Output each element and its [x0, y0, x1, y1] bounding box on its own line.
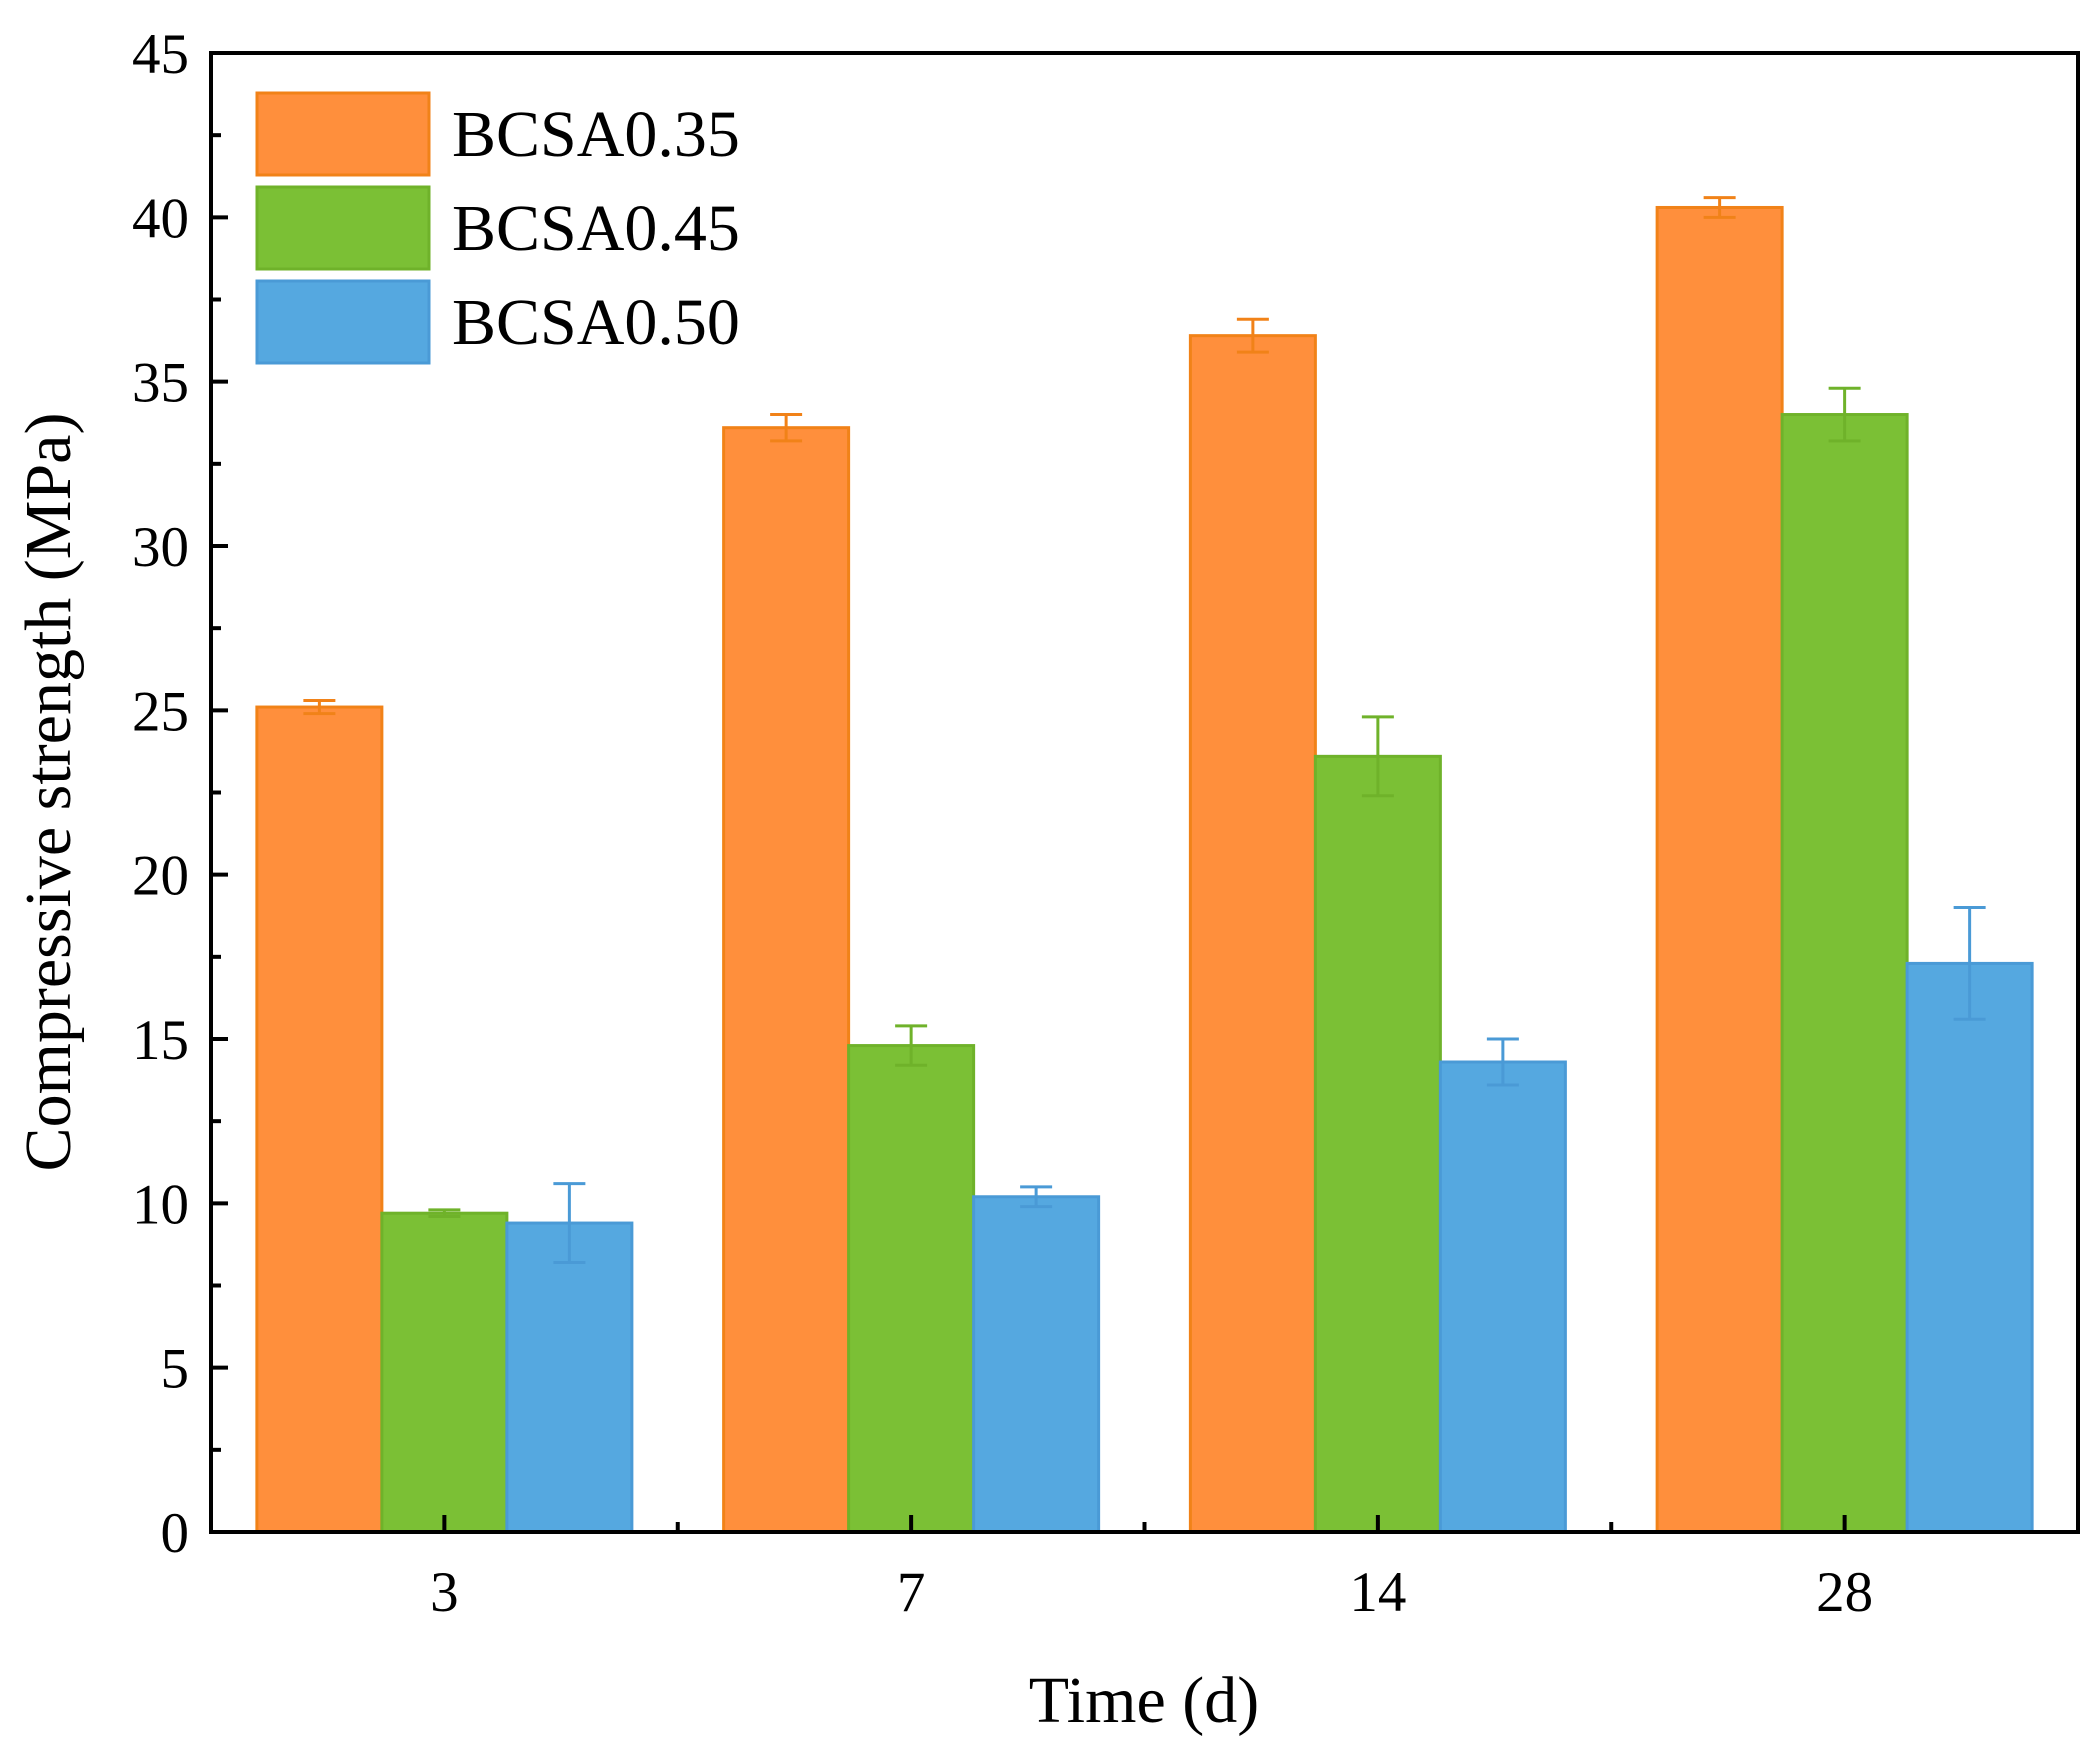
error-bar-bcsa0-35-day-14 — [1236, 317, 1269, 354]
error-bar-bcsa0-45-day-7 — [895, 1024, 928, 1067]
y-tick-label: 10 — [132, 1173, 189, 1236]
bar-bcsa0-45-day-3 — [380, 1211, 509, 1534]
legend-item-bcsa0-50: BCSA0.50 — [255, 279, 740, 365]
error-bar-bcsa0-35-day-7 — [770, 413, 803, 443]
x-tick-label: 7 — [897, 1561, 926, 1624]
error-bars-layer — [303, 196, 1986, 1264]
y-tick-label: 30 — [132, 516, 189, 579]
bar-bcsa0-50-day-28 — [1905, 961, 2034, 1534]
x-axis-label: Time (d) — [1029, 1664, 1259, 1737]
legend-swatch — [255, 91, 431, 177]
x-tick-label: 28 — [1816, 1561, 1873, 1624]
error-bar-bcsa0-45-day-3 — [428, 1208, 461, 1218]
error-bar-bcsa0-50-day-28 — [1953, 906, 1986, 1021]
legend: BCSA0.35 BCSA0.45 BCSA0.50 — [255, 91, 740, 365]
legend-label: BCSA0.45 — [452, 192, 740, 265]
bars-layer — [255, 205, 2034, 1534]
bar-bcsa0-45-day-14 — [1313, 754, 1442, 1534]
x-tick-label: 3 — [430, 1561, 459, 1624]
error-bar-bcsa0-35-day-28 — [1703, 196, 1736, 219]
error-bar-bcsa0-50-day-3 — [553, 1182, 586, 1264]
legend-label: BCSA0.35 — [452, 98, 740, 171]
legend-item-bcsa0-45: BCSA0.45 — [255, 185, 740, 271]
error-bar-bcsa0-50-day-7 — [1020, 1185, 1053, 1209]
axis-ticks — [211, 51, 1847, 1534]
bar-bcsa0-45-day-7 — [847, 1044, 976, 1534]
y-tick-label: 20 — [132, 845, 189, 908]
error-bar-bcsa0-45-day-14 — [1361, 715, 1394, 798]
x-tick-label: 14 — [1349, 1561, 1406, 1624]
bar-bcsa0-35-day-28 — [1655, 205, 1784, 1534]
y-tick-label: 25 — [132, 680, 189, 743]
x-axis-tick-labels: 3 7 14 28 — [430, 1561, 1873, 1624]
legend-item-bcsa0-35: BCSA0.35 — [255, 91, 740, 177]
bar-bcsa0-35-day-14 — [1188, 334, 1317, 1534]
y-tick-label: 5 — [161, 1338, 190, 1401]
bar-bcsa0-50-day-3 — [505, 1221, 634, 1534]
legend-swatch — [255, 185, 431, 271]
legend-swatch — [255, 279, 431, 365]
y-tick-label: 0 — [161, 1502, 190, 1565]
error-bar-bcsa0-45-day-28 — [1828, 386, 1861, 443]
bar-bcsa0-45-day-28 — [1780, 413, 1909, 1534]
y-tick-label: 40 — [132, 187, 189, 250]
error-bar-bcsa0-35-day-3 — [303, 698, 336, 716]
y-tick-label: 35 — [132, 352, 189, 415]
y-tick-label: 45 — [132, 23, 189, 86]
y-axis-tick-labels: 0 5 10 15 20 25 30 35 40 45 — [132, 23, 189, 1565]
bar-bcsa0-50-day-14 — [1438, 1060, 1567, 1534]
y-axis-label: Compressive strength (MPa) — [12, 413, 85, 1172]
error-bar-bcsa0-50-day-14 — [1486, 1037, 1519, 1087]
y-tick-label: 15 — [132, 1009, 189, 1072]
bar-bcsa0-35-day-3 — [255, 705, 384, 1534]
legend-label: BCSA0.50 — [452, 286, 740, 359]
bar-bcsa0-50-day-7 — [972, 1195, 1101, 1534]
bar-bcsa0-35-day-7 — [722, 426, 851, 1534]
